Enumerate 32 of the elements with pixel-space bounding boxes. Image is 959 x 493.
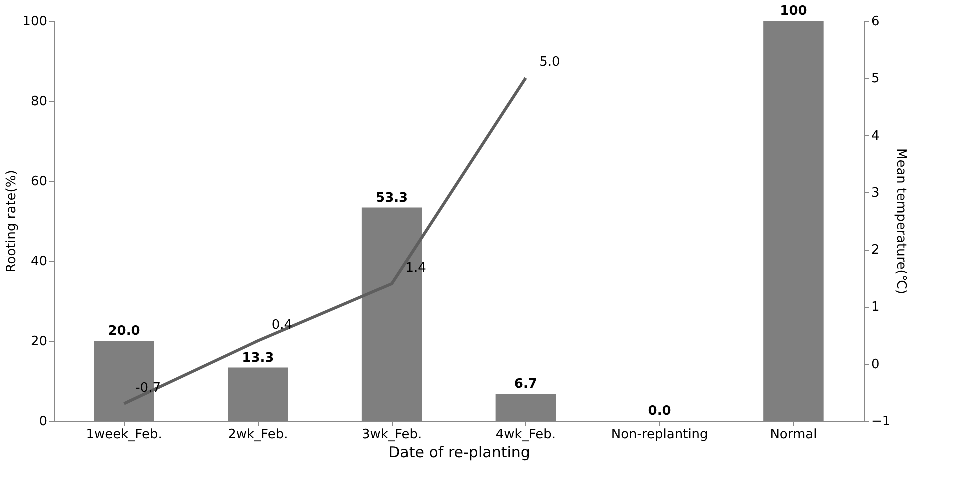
data-label: -0.7 [136, 380, 161, 396]
x-tick-label: Non-replanting [611, 428, 708, 442]
y-tick-label: 60 [30, 174, 48, 190]
x-tick-label: 3wk_Feb. [362, 428, 422, 442]
x-tick-label: 2wk_Feb. [228, 428, 288, 442]
y2-tick-label: 4 [872, 128, 880, 144]
y2-tick-label: 3 [872, 186, 880, 201]
x-tick-label: 1week_Feb. [86, 428, 162, 442]
y-axis-title: Rooting rate(%) [4, 170, 20, 273]
y-tick-label: 80 [30, 94, 48, 110]
y2-tick-label: 0 [872, 357, 880, 372]
data-label: 13.3 [242, 350, 274, 366]
data-label: 100 [780, 4, 808, 19]
y-tick-label: 40 [30, 254, 48, 270]
y-tick-label: 0 [39, 414, 48, 430]
data-label: 0.0 [648, 404, 672, 419]
data-label: 53.3 [376, 190, 408, 206]
y2-tick-label: 1 [872, 300, 880, 316]
data-label: 6.7 [514, 377, 538, 392]
x-axis-title: Date of re-planting [388, 444, 530, 462]
y2-tick-label: −1 [872, 414, 891, 430]
y-tick-label: 20 [30, 334, 48, 350]
data-label: 5.0 [540, 55, 560, 70]
y2-tick-label: 2 [872, 243, 880, 258]
y2-tick-label: 6 [872, 14, 880, 30]
x-tick-label: Normal [770, 428, 818, 442]
y-tick-label: 100 [22, 14, 48, 30]
y2-tick-label: 5 [872, 72, 880, 87]
data-label: 0.4 [272, 318, 293, 333]
data-label: 20.0 [108, 324, 140, 339]
y2-axis-title: Mean temperature(℃) [894, 148, 909, 295]
x-tick-label: 4wk_Feb. [496, 428, 556, 442]
